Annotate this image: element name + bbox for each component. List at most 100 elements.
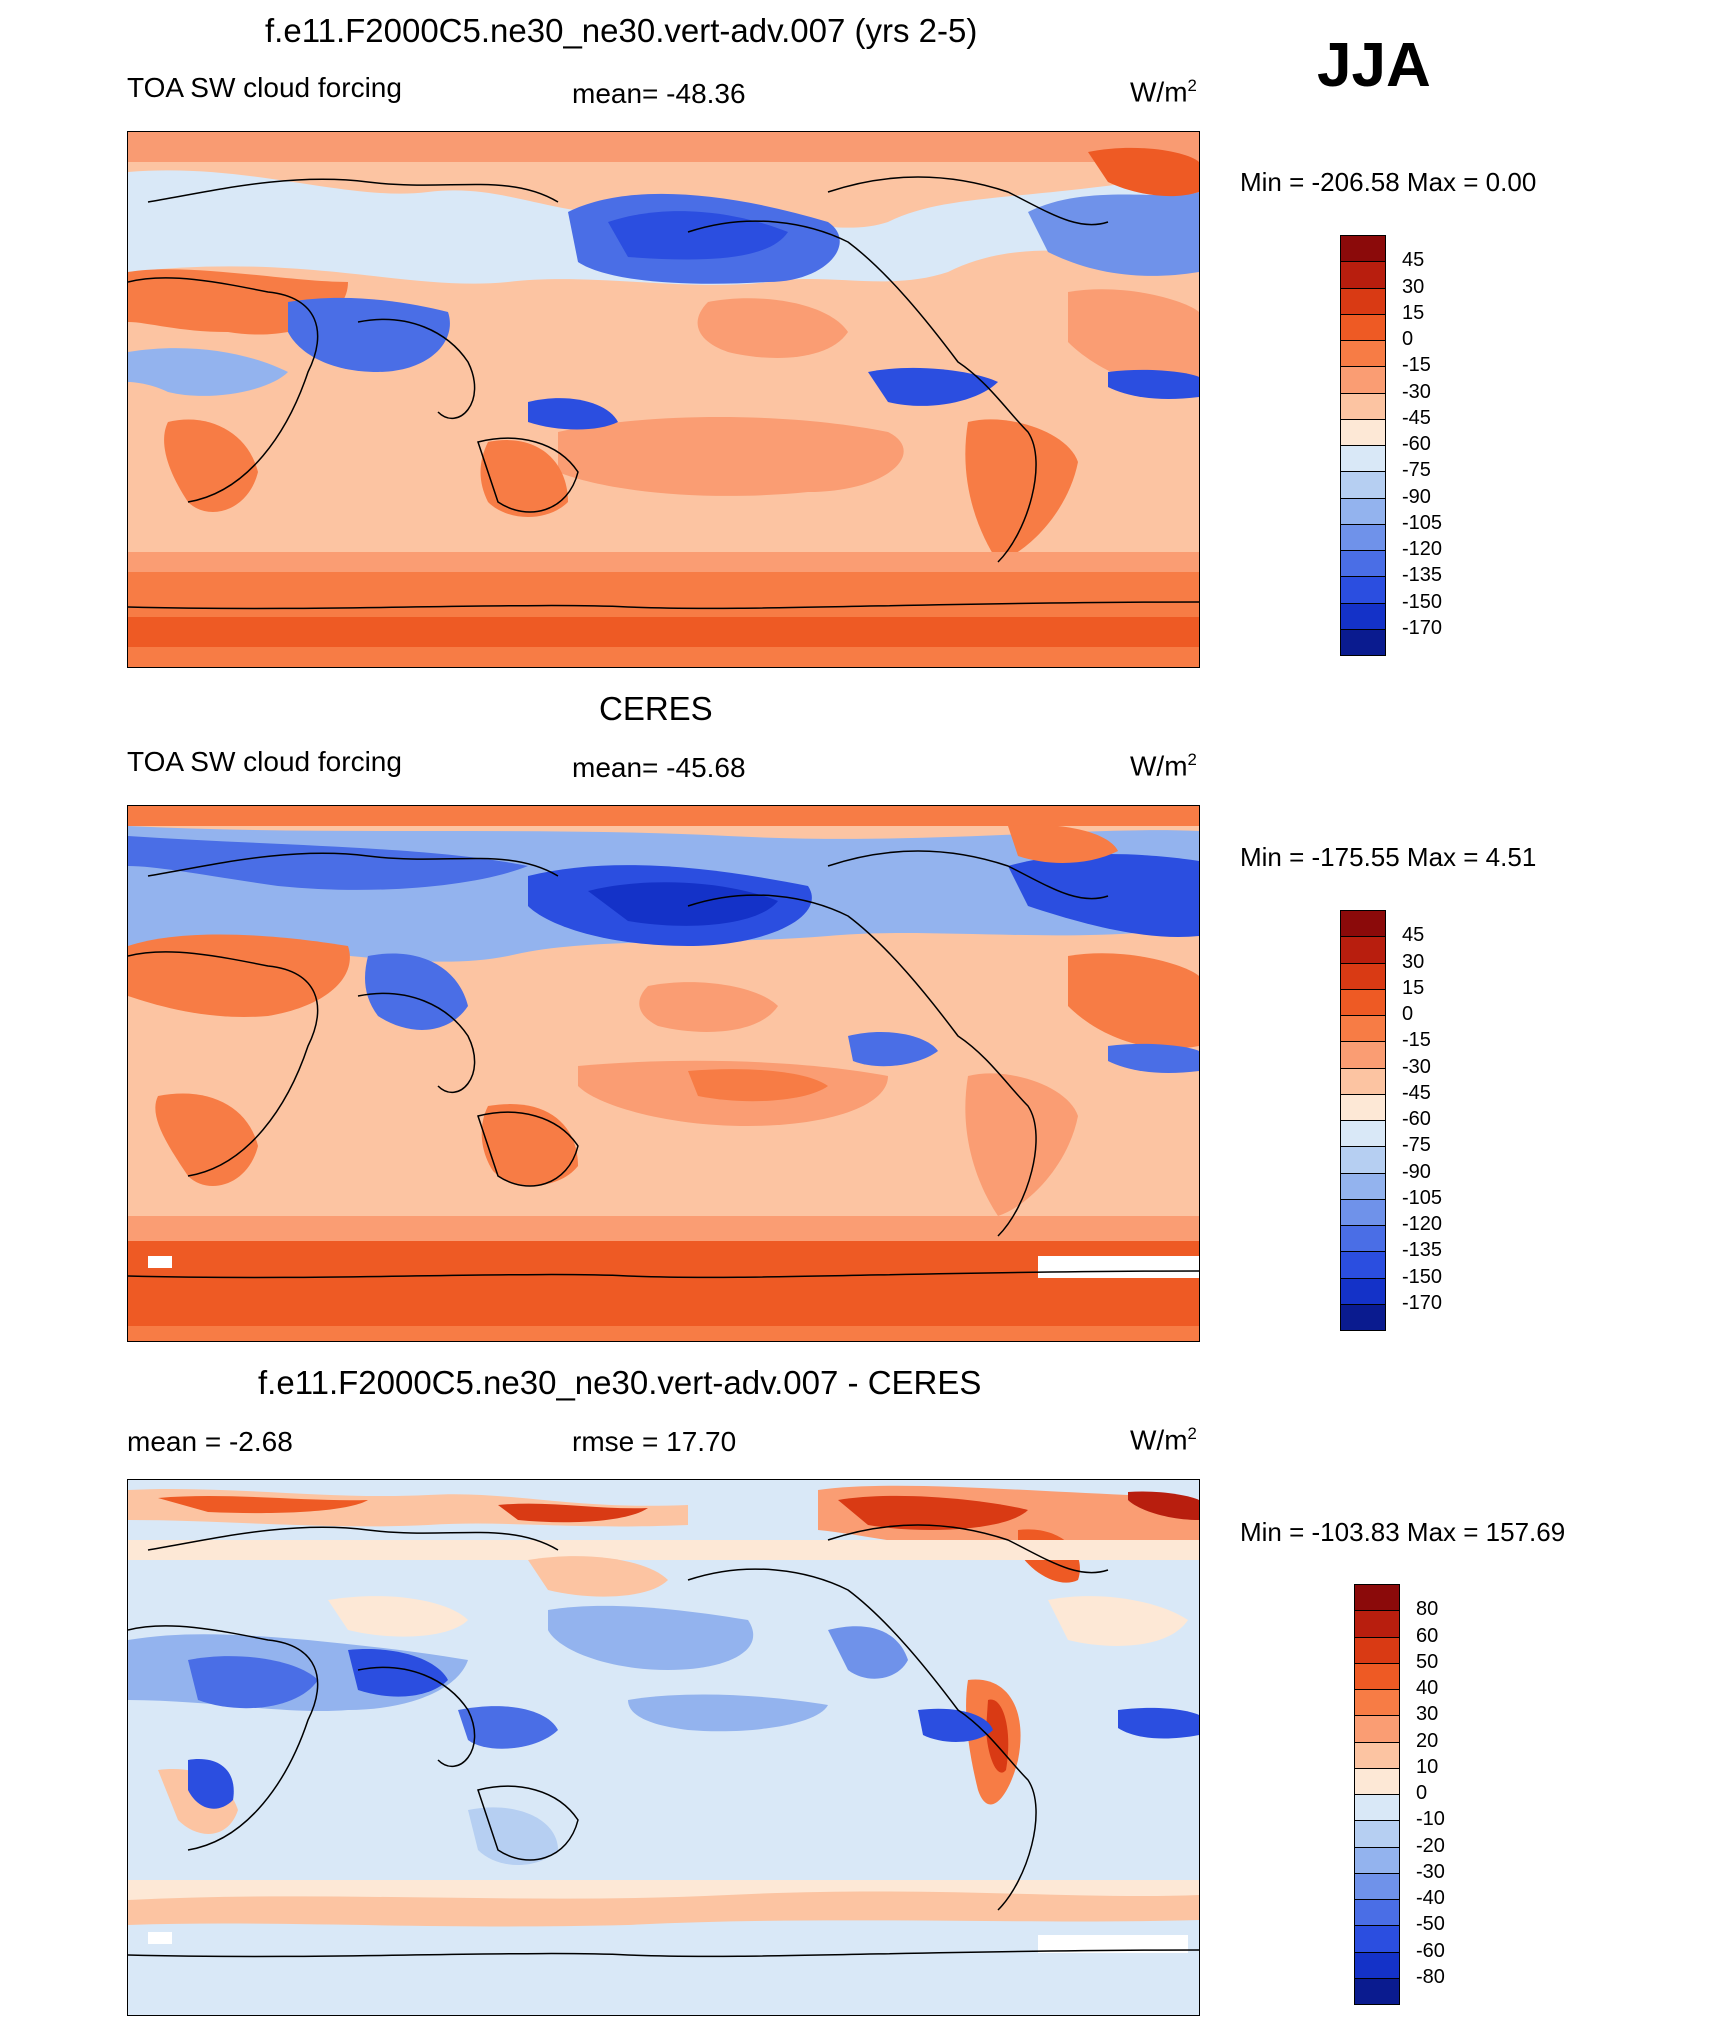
panel2-colorbar-tick-label: -150 — [1402, 1265, 1443, 1288]
panel2-colorbar-divider — [1340, 1093, 1386, 1095]
panel3-colorbar-tick-label: -80 — [1416, 1965, 1445, 1988]
panel2-colorbar-divider — [1340, 1172, 1386, 1174]
panel2-colorbar-tick-label: -135 — [1402, 1239, 1443, 1262]
panel1-colorbar-tick-label: 15 — [1402, 301, 1425, 324]
panel3-colorbar-divider — [1354, 1636, 1400, 1638]
panel2-colorbar-swatch — [1340, 1251, 1386, 1278]
panel3-colorbar-swatch — [1354, 1636, 1400, 1664]
panel2-colorbar-tick-label: -120 — [1402, 1213, 1443, 1235]
panel2-colorbar-tick-label: 30 — [1402, 950, 1425, 973]
panel1-colorbar-swatch — [1340, 445, 1386, 472]
panel2-colorbar-tick-label: -105 — [1402, 1186, 1443, 1209]
panel1-colorbar-tick-label: -90 — [1402, 485, 1431, 508]
panel2-colorbar-swatch — [1340, 1198, 1386, 1226]
panel1-colorbar-tick-label: -45 — [1402, 406, 1431, 429]
panel3-colorbar-tick-label: -50 — [1416, 1913, 1445, 1936]
panel3-colorbar-divider — [1354, 1872, 1400, 1874]
panel3-colorbar-swatch — [1354, 1689, 1400, 1716]
panel2-units: W/m2 — [1130, 750, 1197, 782]
panel1-colorbar-divider — [1340, 366, 1386, 368]
panel1-colorbar-tick-label: -135 — [1402, 564, 1443, 587]
panel1-colorbar-divider — [1340, 287, 1386, 289]
panel3-colorbar-swatch — [1354, 1715, 1400, 1742]
panel2-colorbar-tick-label: -30 — [1402, 1055, 1431, 1078]
panel1-colorbar-swatch — [1340, 602, 1386, 630]
panel2-colorbar-swatch — [1340, 1093, 1386, 1121]
panel1-colorbar-tick-label: 0 — [1402, 328, 1414, 350]
panel1-colorbar-tick-label: -170 — [1402, 616, 1443, 639]
panel2-colorbar-divider — [1340, 1015, 1386, 1016]
panel2-colorbar-swatch — [1340, 910, 1386, 937]
panel2-colorbar-divider — [1340, 988, 1386, 990]
panel2-colorbar-tick-label: -170 — [1402, 1291, 1443, 1314]
panel2-colorbar-divider — [1340, 1041, 1386, 1043]
panel2-colorbar-swatch — [1340, 1172, 1386, 1200]
panel1-colorbar-divider — [1340, 392, 1386, 394]
panel2-colorbar-swatch — [1340, 988, 1386, 1016]
panel2-colorbar-tick-label: 0 — [1402, 1003, 1414, 1025]
panel1-colorbar-swatch — [1340, 313, 1386, 341]
panel3-colorbar-swatch — [1354, 1584, 1400, 1611]
panel3-colorbar-tick-label: -60 — [1416, 1939, 1445, 1962]
panel2-colorbar-swatch — [1340, 936, 1386, 963]
panel1-colorbar-swatch — [1340, 287, 1386, 315]
panel1-colorbar-swatch — [1340, 497, 1386, 525]
panel3-colorbar-swatch — [1354, 1820, 1400, 1847]
panel2-colorbar-swatch — [1340, 1067, 1386, 1095]
panel1-colorbar-tick-label: -120 — [1402, 538, 1443, 560]
panel3-colorbar-tick-label: 10 — [1416, 1755, 1439, 1778]
panel3-colorbar-swatch — [1354, 1846, 1400, 1874]
panel2-colorbar-swatch — [1340, 1120, 1386, 1147]
panel1-minmax: Min = -206.58 Max = 0.00 — [1240, 167, 1537, 197]
panel3-colorbar-swatch — [1354, 1741, 1400, 1769]
panel2-minmax: Min = -175.55 Max = 4.51 — [1240, 842, 1537, 872]
panel1-colorbar-divider — [1340, 550, 1386, 551]
panel3-colorbar-swatch — [1354, 1610, 1400, 1637]
panel2-colorbar-divider — [1340, 1198, 1386, 1200]
season-label: JJA — [1317, 31, 1431, 100]
panel3-colorbar-tick-label: 60 — [1416, 1624, 1439, 1647]
panel3-colorbar-divider — [1354, 1899, 1400, 1900]
panel1-colorbar-divider — [1340, 576, 1386, 578]
panel1-colorbar-tick-label: -105 — [1402, 511, 1443, 534]
panel3-colorbar-swatch — [1354, 1662, 1400, 1690]
panel1-title: f.e11.F2000C5.ne30_ne30.vert-adv.007 (yr… — [265, 12, 978, 49]
panel3-minmax: Min = -103.83 Max = 157.69 — [1240, 1517, 1566, 1547]
panel3-colorbar-divider — [1354, 1925, 1400, 1927]
panel3-colorbar-divider — [1354, 1610, 1400, 1612]
panel2-title: CERES — [599, 690, 713, 727]
panel2-colorbar-divider — [1340, 1225, 1386, 1226]
panel3-colorbar-tick-label: 80 — [1416, 1598, 1439, 1621]
panel1-colorbar-divider — [1340, 471, 1386, 473]
panel1-colorbar-swatch — [1340, 261, 1386, 288]
panel3-colorbar: 80 60 50 40 30 20 10 0 -10 -20 -30 -40 -50 -60 -80 — [1354, 1584, 1445, 2005]
panel1-colorbar-tick-label: -150 — [1402, 590, 1443, 613]
panel2-colorbar-divider — [1340, 1303, 1386, 1305]
panel3-colorbar-swatch — [1354, 1794, 1400, 1821]
panel1-colorbar-swatch — [1340, 366, 1386, 393]
panel1-colorbar-divider — [1340, 523, 1386, 525]
panel2-colorbar-divider — [1340, 1146, 1386, 1148]
panel1-colorbar-divider — [1340, 313, 1386, 315]
panel1-colorbar-swatch — [1340, 523, 1386, 551]
panel1-contour-field — [128, 132, 1199, 667]
panel2-colorbar-tick-label: -45 — [1402, 1081, 1431, 1104]
panel3-units: W/m2 — [1130, 1424, 1197, 1456]
panel1-units: W/m2 — [1130, 76, 1197, 108]
panel1-colorbar-divider — [1340, 340, 1386, 341]
panel1-colorbar-tick-label: -15 — [1402, 354, 1431, 377]
panel2-colorbar-tick-label: 45 — [1402, 924, 1425, 947]
panel2-colorbar-divider — [1340, 936, 1386, 938]
panel3-colorbar-divider — [1354, 1846, 1400, 1848]
panel1-colorbar-divider — [1340, 497, 1386, 499]
panel3-colorbar-tick-label: 30 — [1416, 1703, 1439, 1726]
panel1-colorbar-swatch — [1340, 628, 1386, 656]
panel2-colorbar-swatch — [1340, 1041, 1386, 1068]
panel3-contour-field — [128, 1480, 1199, 2015]
panel1-colorbar-swatch — [1340, 576, 1386, 603]
panel3-map — [127, 1479, 1200, 2016]
panel1-map — [127, 131, 1200, 668]
panel2-colorbar-swatch — [1340, 1146, 1386, 1173]
panel1-colorbar-tick-label: 45 — [1402, 249, 1425, 272]
panel3-colorbar-divider — [1354, 1689, 1400, 1690]
